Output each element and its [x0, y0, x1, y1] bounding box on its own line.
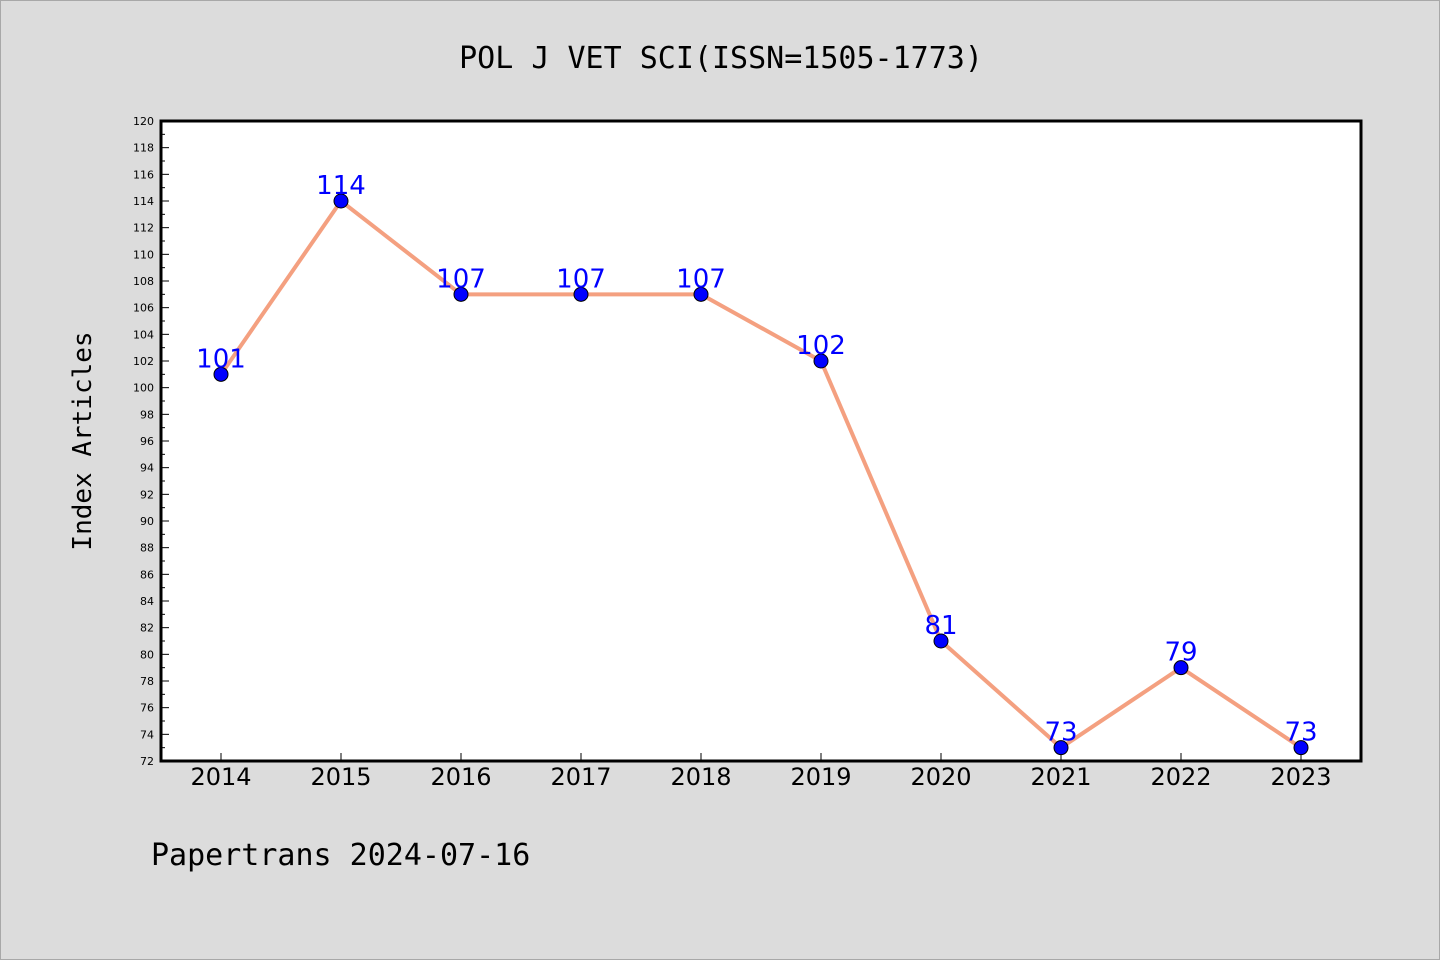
- y-tick-label: 90: [140, 515, 154, 528]
- data-point: [1173, 660, 1189, 676]
- y-tick-label: 114: [133, 195, 154, 208]
- data-point: [1293, 740, 1309, 756]
- y-tick-label: 98: [140, 408, 154, 421]
- data-label: 107: [436, 264, 486, 294]
- x-tick-label: 2014: [190, 763, 251, 791]
- y-tick-label: 104: [133, 328, 154, 341]
- y-tick-label: 74: [140, 728, 154, 741]
- x-tick-label: 2023: [1270, 763, 1331, 791]
- y-tick-label: 102: [133, 355, 154, 368]
- data-point: [213, 366, 229, 382]
- y-axis-label: Index Articles: [68, 331, 98, 550]
- footer-credit: Papertrans 2024-07-16: [151, 838, 530, 873]
- data-label: 73: [1044, 718, 1077, 748]
- y-tick-label: 88: [140, 542, 154, 555]
- y-axis: 72 74 76 78 80 82 84 86 88 90 92 94 96 98 100 102 104 106…: [133, 115, 169, 768]
- data-label: 73: [1284, 718, 1317, 748]
- y-tick-label: 86: [140, 568, 154, 581]
- data-point: [573, 286, 589, 302]
- data-point: [333, 193, 349, 209]
- x-tick-label: 2019: [790, 763, 851, 791]
- x-axis: 2014 2015 2016 2017 2018 2019 2020 2021 2022 2023: [190, 753, 1332, 791]
- y-tick-label: 82: [140, 622, 154, 635]
- y-tick-label: 92: [140, 488, 154, 501]
- data-label: 107: [676, 264, 726, 294]
- y-tick-label: 112: [133, 222, 154, 235]
- x-tick-label: 2017: [550, 763, 611, 791]
- data-label: 114: [316, 171, 366, 201]
- data-label: 81: [924, 611, 957, 641]
- y-tick-label: 96: [140, 435, 154, 448]
- y-tick-label: 108: [133, 275, 154, 288]
- data-point: [813, 353, 829, 369]
- y-tick-label: 72: [140, 755, 154, 768]
- y-tick-label: 118: [133, 142, 154, 155]
- y-tick-label: 110: [133, 248, 154, 261]
- x-tick-label: 2022: [1150, 763, 1211, 791]
- x-tick-label: 2016: [430, 763, 491, 791]
- data-label: 102: [796, 331, 846, 361]
- data-point: [453, 286, 469, 302]
- y-tick-label: 80: [140, 648, 154, 661]
- x-tick-label: 2020: [910, 763, 971, 791]
- chart-title: POL J VET SCI(ISSN=1505-1773): [459, 41, 983, 76]
- x-tick-label: 2018: [670, 763, 731, 791]
- y-tick-label: 78: [140, 675, 154, 688]
- data-labels: 101 114 107 107 107 102 81 73 79 73: [196, 171, 1317, 748]
- y-tick-label: 100: [133, 382, 154, 395]
- data-point: [1053, 740, 1069, 756]
- y-tick-label: 76: [140, 702, 154, 715]
- data-label: 107: [556, 264, 606, 294]
- y-tick-label: 94: [140, 462, 154, 475]
- data-point: [933, 633, 949, 649]
- y-tick-label: 120: [133, 115, 154, 128]
- series-layer: [213, 193, 1309, 756]
- y-tick-label: 84: [140, 595, 154, 608]
- x-tick-label: 2015: [310, 763, 371, 791]
- y-tick-label: 116: [133, 168, 154, 181]
- data-point: [693, 286, 709, 302]
- y-tick-label: 106: [133, 302, 154, 315]
- data-label: 101: [196, 344, 246, 374]
- data-label: 79: [1164, 638, 1197, 668]
- x-tick-label: 2021: [1030, 763, 1091, 791]
- plot-area: [159, 119, 1363, 763]
- series-line: [219, 199, 1303, 750]
